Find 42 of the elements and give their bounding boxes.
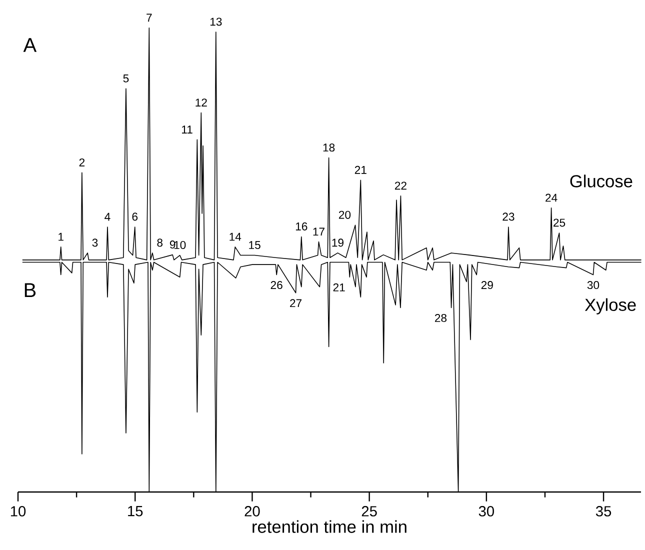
annotation: 6 (132, 212, 138, 221)
x-tick-label: 35 (596, 506, 612, 516)
annotation: 3 (92, 238, 98, 247)
x-tick-label: 10 (10, 506, 26, 516)
annotation: 14 (230, 232, 242, 241)
x-tick-label: 20 (244, 506, 260, 516)
annotation: 1 (58, 232, 64, 241)
annotation: 16 (296, 222, 308, 230)
annotation: 11 (182, 126, 192, 134)
annotation: 4 (104, 212, 110, 221)
series-label: Xylose (584, 298, 636, 314)
annotation: 17 (313, 228, 324, 236)
annotation: 18 (323, 144, 335, 152)
annotation: 26 (270, 281, 282, 290)
annotation: 7 (146, 14, 152, 22)
annotation: 29 (481, 281, 493, 290)
annotation: 24 (546, 194, 558, 202)
annotation: B (24, 283, 36, 297)
annotation: 13 (210, 18, 222, 26)
series-label: Glucose (570, 174, 632, 188)
annotation: 8 (157, 238, 163, 247)
annotation: 19 (332, 238, 344, 247)
x-tick-label: 25 (362, 506, 377, 516)
x-axis-title: retention time in min (252, 520, 406, 533)
annotation: 12 (196, 98, 207, 107)
annotation: A (23, 38, 37, 52)
annotation: 2 (79, 158, 85, 166)
annotation: 25 (554, 218, 566, 227)
annotation: 28 (434, 314, 447, 322)
annotation: 23 (502, 212, 514, 221)
annotation: 15 (249, 241, 260, 250)
annotation: 10 (174, 241, 186, 250)
x-tick-label: 30 (478, 506, 494, 516)
annotation: 9 (170, 240, 176, 249)
annotation: 27 (290, 299, 302, 308)
x-tick-label: 15 (128, 506, 143, 516)
annotation: 22 (394, 182, 406, 190)
annotation: 20 (338, 210, 351, 219)
annotation: 21 (354, 166, 366, 174)
annotation: 30 (587, 281, 600, 290)
annotation: 21 (333, 283, 345, 292)
annotation: 5 (123, 74, 129, 82)
